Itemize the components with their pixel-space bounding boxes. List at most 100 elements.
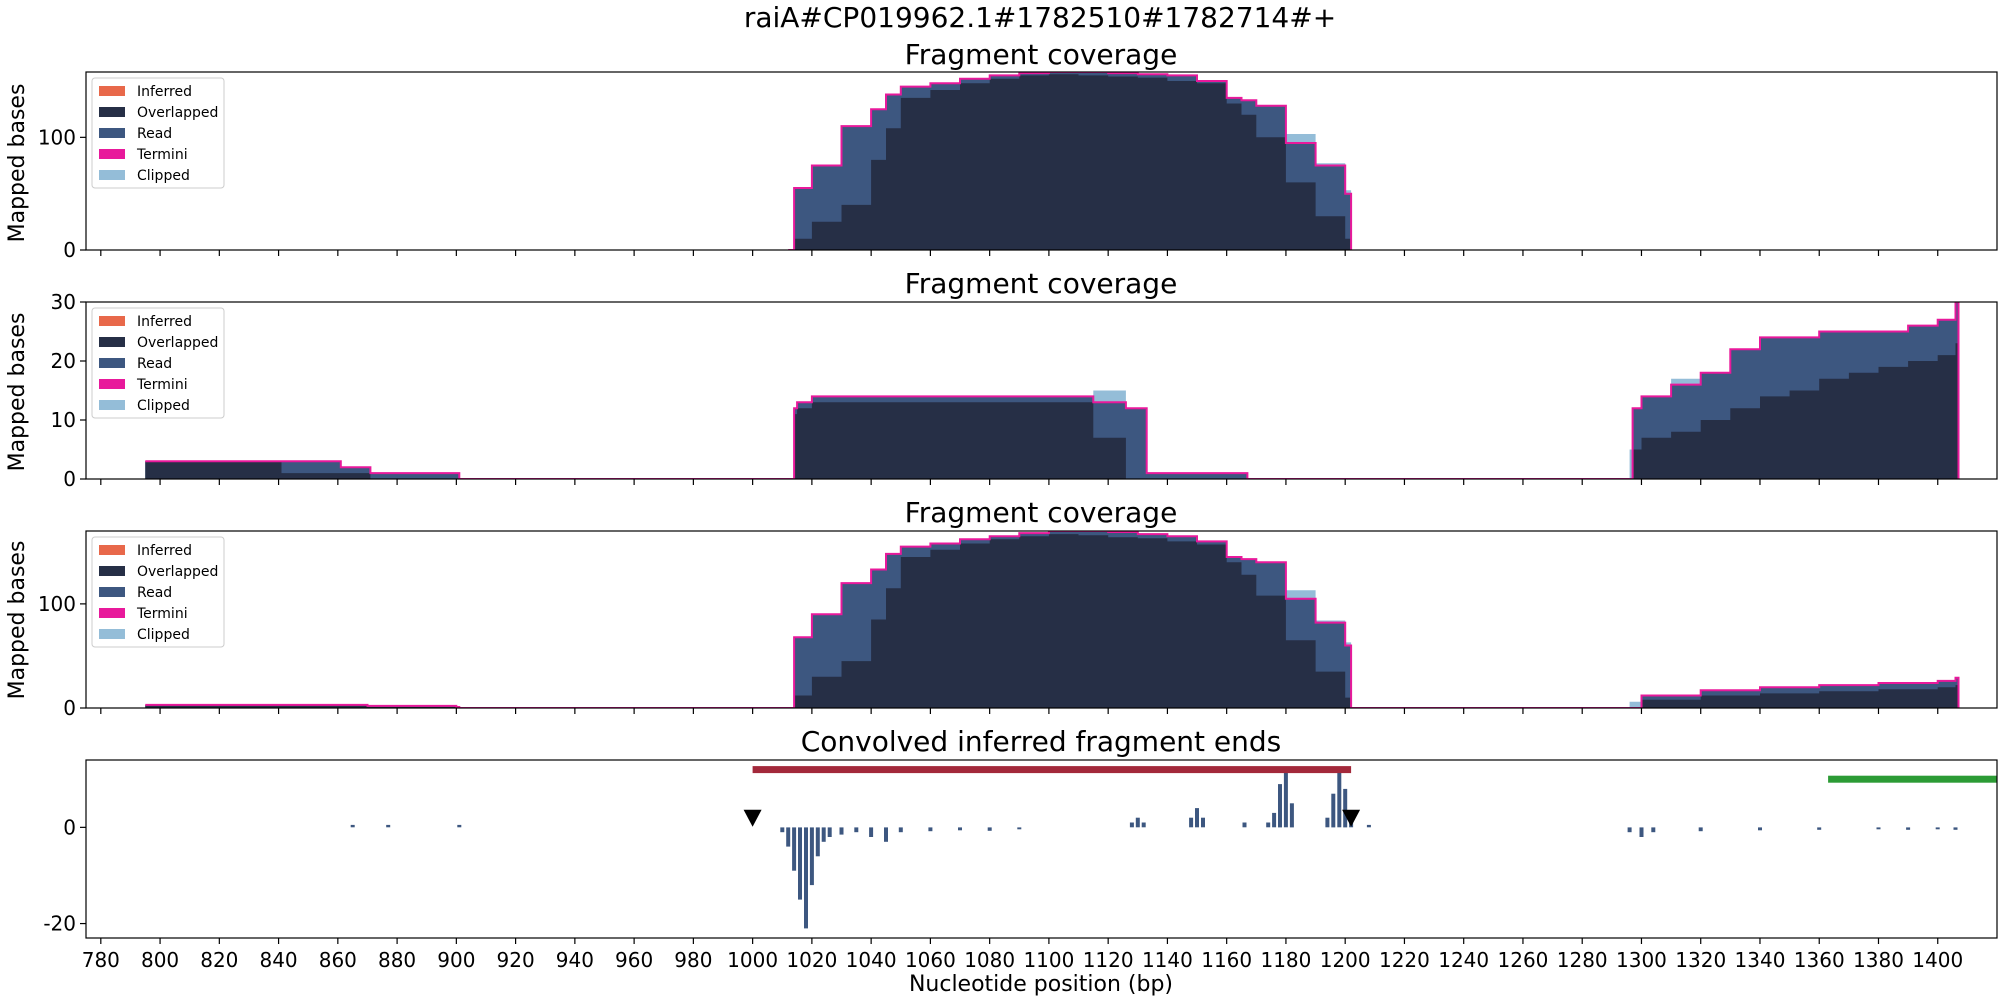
bar bbox=[1817, 827, 1822, 830]
overlapped-area bbox=[145, 534, 1959, 708]
axes-frame bbox=[85, 530, 1998, 709]
x-tick-label: 1360 bbox=[1794, 948, 1845, 972]
legend-label-overlapped: Overlapped bbox=[137, 564, 218, 580]
bar bbox=[804, 827, 808, 929]
panel-2-title: Fragment coverage bbox=[905, 267, 1178, 300]
legend-label-inferred: Inferred bbox=[137, 543, 192, 559]
bar bbox=[958, 827, 962, 831]
x-tick-label: 1180 bbox=[1260, 948, 1311, 972]
legend-swatch-read bbox=[99, 587, 125, 597]
x-axis-title: Nucleotide position (bp) bbox=[909, 972, 1173, 997]
x-tick-label: 880 bbox=[378, 948, 416, 972]
x-tick-label: 980 bbox=[674, 948, 712, 972]
x-tick-label: 1140 bbox=[1142, 948, 1193, 972]
legend-swatch-read bbox=[99, 358, 125, 368]
bar bbox=[786, 827, 791, 847]
bar bbox=[1906, 827, 1911, 830]
bar bbox=[854, 827, 859, 833]
x-tick-label: 1220 bbox=[1379, 948, 1430, 972]
y-tick-label: 0 bbox=[63, 467, 76, 491]
bar bbox=[1935, 827, 1940, 830]
legend-label-termini: Termini bbox=[136, 147, 188, 163]
bar bbox=[1639, 827, 1644, 837]
legend-swatch-inferred bbox=[99, 545, 125, 555]
legend-swatch-clipped bbox=[99, 170, 125, 180]
x-tick-label: 840 bbox=[259, 948, 297, 972]
bar bbox=[1135, 817, 1140, 828]
x-tick-label: 1200 bbox=[1320, 948, 1371, 972]
bar bbox=[1953, 827, 1958, 830]
annotation-interval-2 bbox=[1828, 775, 1997, 783]
legend-label-clipped: Clipped bbox=[137, 168, 190, 184]
bar bbox=[809, 827, 814, 886]
legend-label-read: Read bbox=[137, 356, 172, 372]
legend-swatch-termini bbox=[99, 608, 125, 618]
x-tick-label: 1340 bbox=[1735, 948, 1786, 972]
bar bbox=[1201, 817, 1205, 828]
bar bbox=[1651, 827, 1656, 833]
coverage-panel-2: Fragment coverage Mapped bases Inferred O… bbox=[5, 267, 1998, 491]
x-tick-label: 1100 bbox=[1023, 948, 1074, 972]
legend-swatch-overlapped bbox=[99, 337, 125, 347]
legend-swatch-inferred bbox=[99, 316, 125, 326]
legend: Inferred Overlapped Read Termini Clipped bbox=[91, 77, 225, 189]
legend-swatch-overlapped bbox=[99, 107, 125, 117]
coverage-panel-3: Fragment coverage Mapped bases Inferred O… bbox=[5, 496, 1998, 720]
bar bbox=[780, 827, 785, 833]
bar bbox=[821, 827, 826, 842]
legend-label-clipped: Clipped bbox=[137, 627, 190, 643]
bar bbox=[1343, 788, 1348, 828]
x-tick-label: 820 bbox=[200, 948, 238, 972]
bar bbox=[1876, 827, 1881, 830]
bar bbox=[1272, 812, 1277, 828]
panel-3-title: Fragment coverage bbox=[905, 496, 1178, 529]
bar bbox=[1266, 822, 1271, 828]
bar bbox=[1129, 822, 1134, 828]
y-tick-label: -20 bbox=[43, 912, 76, 936]
bar bbox=[839, 827, 844, 835]
x-tick-label: 780 bbox=[82, 948, 120, 972]
legend-swatch-inferred bbox=[99, 86, 125, 96]
legend-swatch-overlapped bbox=[99, 566, 125, 576]
x-tick-label: 1320 bbox=[1675, 948, 1726, 972]
bar bbox=[987, 827, 992, 831]
legend-swatch-clipped bbox=[99, 400, 125, 410]
bar bbox=[1289, 803, 1294, 828]
y-tick-label: 10 bbox=[51, 408, 76, 432]
termini-line bbox=[145, 531, 1960, 708]
x-tick-label: 1000 bbox=[727, 948, 778, 972]
coverage-panel-1: Fragment coverage Mapped bases Inferred O… bbox=[5, 38, 1998, 262]
overlapped-area bbox=[788, 74, 1352, 250]
bar bbox=[1195, 808, 1199, 828]
y-tick-label: 30 bbox=[51, 290, 76, 314]
legend-swatch-read bbox=[99, 128, 125, 138]
plot-area bbox=[145, 302, 1960, 479]
legend-label-termini: Termini bbox=[136, 606, 188, 622]
bar bbox=[827, 827, 832, 837]
panel-2-ylabel: Mapped bases bbox=[5, 313, 30, 472]
x-tick-label: 1080 bbox=[964, 948, 1015, 972]
legend-box bbox=[91, 536, 225, 648]
legend: Inferred Overlapped Read Termini Clipped bbox=[91, 536, 225, 648]
legend-box bbox=[91, 77, 225, 189]
y-tick-label: 0 bbox=[63, 815, 76, 839]
y-tick-label: 100 bbox=[38, 125, 76, 149]
panel-3-ylabel: Mapped bases bbox=[5, 541, 30, 700]
x-tick-label: 800 bbox=[141, 948, 179, 972]
bar bbox=[1366, 824, 1371, 828]
legend-label-overlapped: Overlapped bbox=[137, 335, 218, 351]
plot-area bbox=[145, 531, 1960, 708]
legend-swatch-clipped bbox=[99, 629, 125, 639]
bar bbox=[798, 827, 802, 900]
legend-label-read: Read bbox=[137, 585, 172, 601]
bar bbox=[1331, 793, 1336, 828]
bar bbox=[1017, 827, 1022, 830]
bar bbox=[386, 824, 391, 828]
plot-area bbox=[788, 72, 1353, 250]
x-tick-label: 1040 bbox=[846, 948, 897, 972]
legend-label-inferred: Inferred bbox=[137, 84, 192, 100]
legend-swatch-termini bbox=[99, 379, 125, 389]
bar bbox=[1283, 769, 1288, 828]
bar bbox=[1189, 817, 1194, 828]
axes-frame bbox=[85, 301, 1998, 480]
